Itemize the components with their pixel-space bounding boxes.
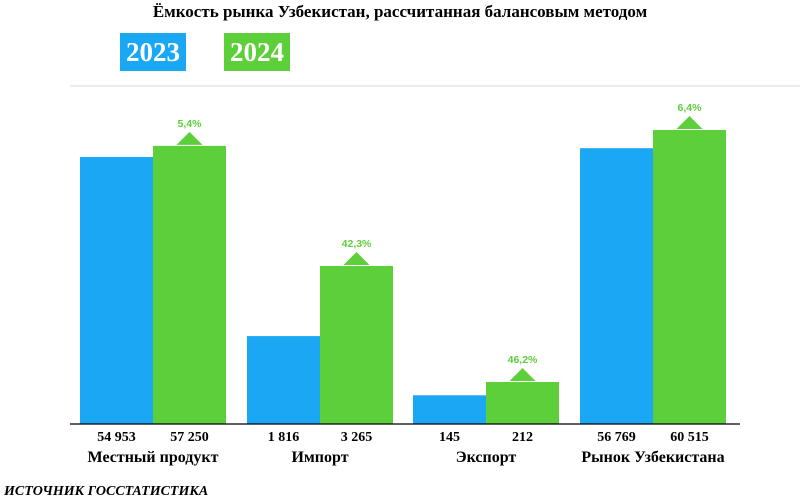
bar-2024-2 [320, 266, 393, 424]
category-label-2: Импорт [291, 449, 348, 466]
growth-label-4: 6,4% [678, 102, 703, 114]
value-label-2023-3: 145 [439, 430, 460, 445]
category-label-3: Экспорт [456, 449, 517, 466]
category-label-4: Рынок Узбекистана [581, 449, 724, 466]
legend-2024: 2024 [224, 33, 290, 71]
growth-arrow-2 [343, 252, 370, 265]
bar-2023-2 [247, 336, 320, 424]
value-label-2024-3: 212 [512, 430, 533, 445]
value-label-2023-4: 56 769 [597, 430, 636, 445]
growth-arrow-1 [176, 131, 203, 145]
bar-2024-3 [486, 382, 559, 424]
value-label-2024-2: 3 265 [341, 430, 373, 445]
growth-label-2: 42,3% [342, 238, 372, 250]
bar-2023-1 [80, 157, 153, 425]
chart-title: Ёмкость рынка Узбекистан, рассчитанная б… [152, 2, 648, 21]
source-note: ИСТОЧНИК ГОССТАТИСТИКА [4, 484, 209, 499]
growth-arrow-3 [509, 368, 536, 381]
bar-2024-1 [153, 145, 226, 424]
bar-2023-4 [580, 148, 653, 424]
value-label-2023-2: 1 816 [268, 430, 300, 445]
growth-arrow-4 [676, 116, 703, 129]
growth-label-1: 5,4% [178, 118, 203, 130]
legend-2023: 2023 [120, 33, 186, 71]
value-label-2024-4: 60 515 [670, 430, 709, 445]
bar-2024-4 [653, 130, 726, 424]
category-label-1: Местный продукт [88, 449, 219, 466]
value-label-2023-1: 54 953 [97, 430, 136, 445]
value-label-2024-1: 57 250 [170, 430, 209, 445]
growth-label-3: 46,2% [508, 354, 538, 366]
bar-2023-3 [413, 395, 486, 424]
